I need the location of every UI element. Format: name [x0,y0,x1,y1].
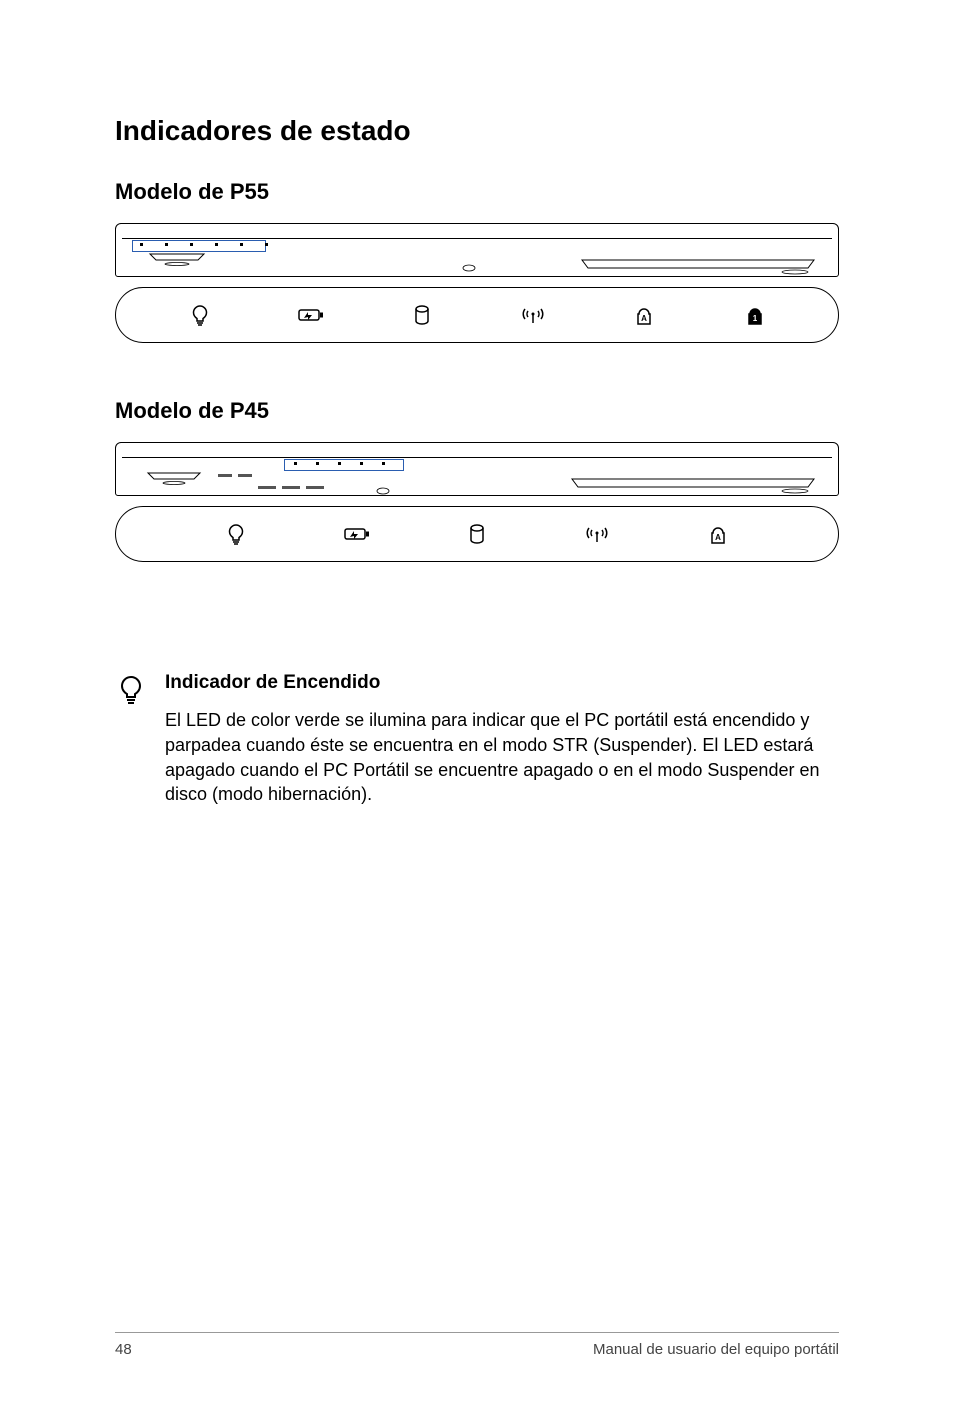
indicator-dot [240,243,243,246]
indicator-dot [316,462,319,465]
svg-text:1: 1 [752,314,757,323]
model2-diagram: A [115,442,839,562]
model2-heading: Modelo de P45 [115,398,839,424]
numlock-icon: 1 [739,299,771,331]
svg-text:A: A [715,533,721,542]
capslock-icon: A [702,518,734,550]
model1-heading: Modelo de P55 [115,179,839,205]
power-icon [184,299,216,331]
power-icon-large [115,672,147,807]
indicator-dot [360,462,363,465]
indicator-highlight-p55 [132,240,266,252]
indicator-dot [215,243,218,246]
laptop-edge-p45 [115,442,839,496]
page-heading: Indicadores de estado [115,115,839,147]
footer-label: Manual de usuario del equipo portátil [593,1341,839,1358]
wireless-icon [581,518,613,550]
indicator-dot [382,462,385,465]
center-dot-p55 [462,264,476,272]
indicator-dot [294,462,297,465]
foot-right-p55 [780,268,810,276]
indicator-dot [265,243,268,246]
disk-icon [406,299,438,331]
page-number: 48 [115,1341,132,1358]
laptop-inner-line [122,238,832,239]
battery-icon [341,518,373,550]
model1-diagram: A1 [115,223,839,343]
underline-dashes-p45 [256,485,326,491]
capslock-icon: A [628,299,660,331]
switch-left-p45 [146,471,202,485]
disk-icon [461,518,493,550]
indicator-dot [190,243,193,246]
switch-left-p55 [148,252,206,266]
laptop-inner-line [122,457,832,458]
dashes-p45 [216,473,256,479]
indicator-body: El LED de color verde se ilumina para in… [165,708,839,807]
svg-text:A: A [641,314,647,323]
page-footer: 48 Manual de usuario del equipo portátil [115,1332,839,1358]
laptop-edge-p55 [115,223,839,277]
center-dot-p45 [376,487,390,495]
foot-right-p45 [780,487,810,495]
battery-icon [295,299,327,331]
power-indicator-section: Indicador de Encendido El LED de color v… [115,672,839,807]
indicator-dot [140,243,143,246]
icon-bar-p45: A [115,506,839,562]
power-icon [220,518,252,550]
indicator-highlight-p45 [284,459,404,471]
indicator-dot [165,243,168,246]
indicator-title: Indicador de Encendido [165,672,839,694]
wireless-icon [517,299,549,331]
icon-bar-p55: A1 [115,287,839,343]
indicator-dot [338,462,341,465]
